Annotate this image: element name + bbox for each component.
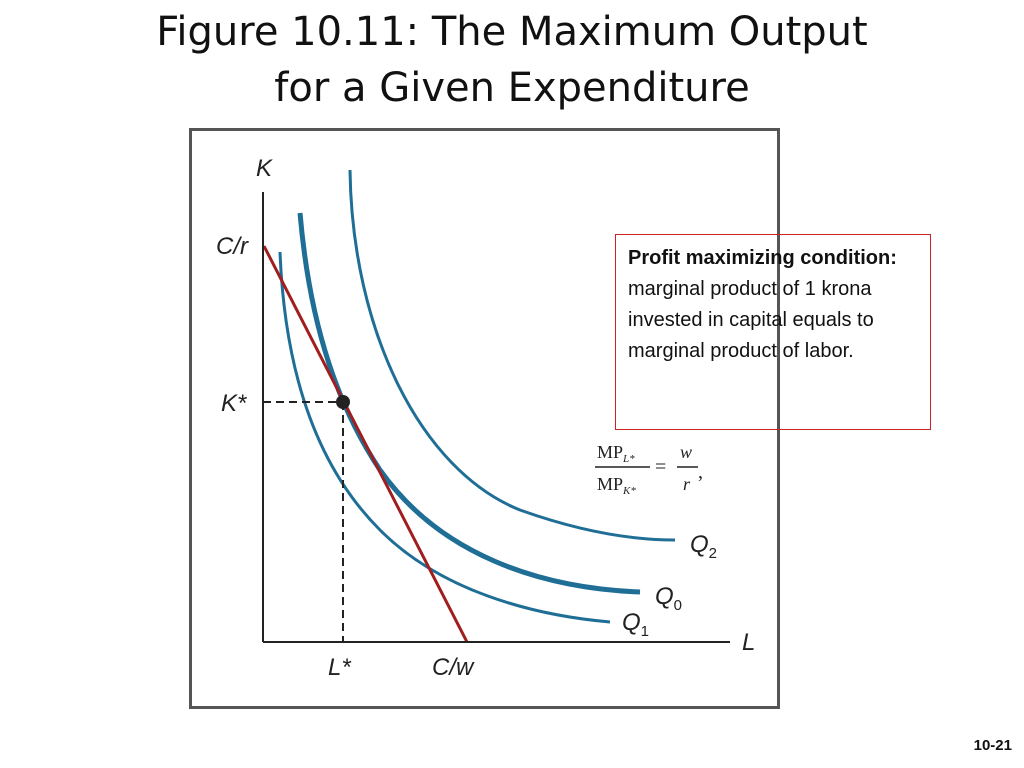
formula-den-right: r	[683, 474, 691, 494]
x-intercept-label: C/w	[432, 654, 475, 681]
q1-label-sub: 1	[641, 623, 649, 640]
formula-num-left: MPL*	[597, 442, 635, 465]
q2-label: Q2	[690, 531, 717, 562]
q2-label-name: Q	[690, 531, 709, 558]
formula-num-left-mp: MP	[597, 442, 623, 462]
isoquant-q1	[278, 251, 611, 624]
title-line-1: Figure 10.11: The Maximum Output	[156, 9, 868, 55]
formula-den-left-mp: MP	[597, 474, 623, 494]
slide-page-number: 10-21	[973, 737, 1012, 754]
formula-num-left-sub: L*	[622, 453, 635, 465]
k-star-label: K*	[221, 390, 247, 417]
formula-comma: ,	[698, 461, 703, 483]
slide-title: Figure 10.11: The Maximum Output for a G…	[0, 4, 1024, 116]
title-line-2: for a Given Expenditure	[274, 65, 750, 111]
isoquant-q2	[348, 169, 676, 542]
q0-label-name: Q	[655, 583, 674, 610]
isoquant-q0	[297, 212, 641, 595]
profit-condition-callout: Profit maximizing condition: marginal pr…	[615, 234, 931, 430]
formula-equals: =	[655, 456, 666, 478]
formula-num-right: w	[680, 442, 692, 462]
formula-den-left-sub: K*	[622, 485, 636, 497]
y-axis-label: K	[256, 155, 273, 182]
q1-label: Q1	[622, 609, 649, 640]
marginal-product-formula: MPL* MPK* = w r ,	[595, 442, 703, 497]
formula-den-left: MPK*	[597, 474, 636, 497]
callout-body: marginal product of 1 krona invested in …	[628, 278, 874, 362]
isocost-line	[262, 245, 469, 643]
callout-heading: Profit maximizing condition:	[628, 247, 897, 269]
q0-label-sub: 0	[674, 597, 682, 614]
y-intercept-label: C/r	[216, 233, 249, 260]
x-axis-label: L	[742, 629, 755, 656]
q1-label-name: Q	[622, 609, 641, 636]
l-star-label: L*	[328, 654, 351, 681]
q0-label: Q0	[655, 583, 682, 614]
tangency-point	[336, 395, 350, 409]
diagram-frame	[189, 128, 780, 709]
q2-label-sub: 2	[709, 545, 717, 562]
